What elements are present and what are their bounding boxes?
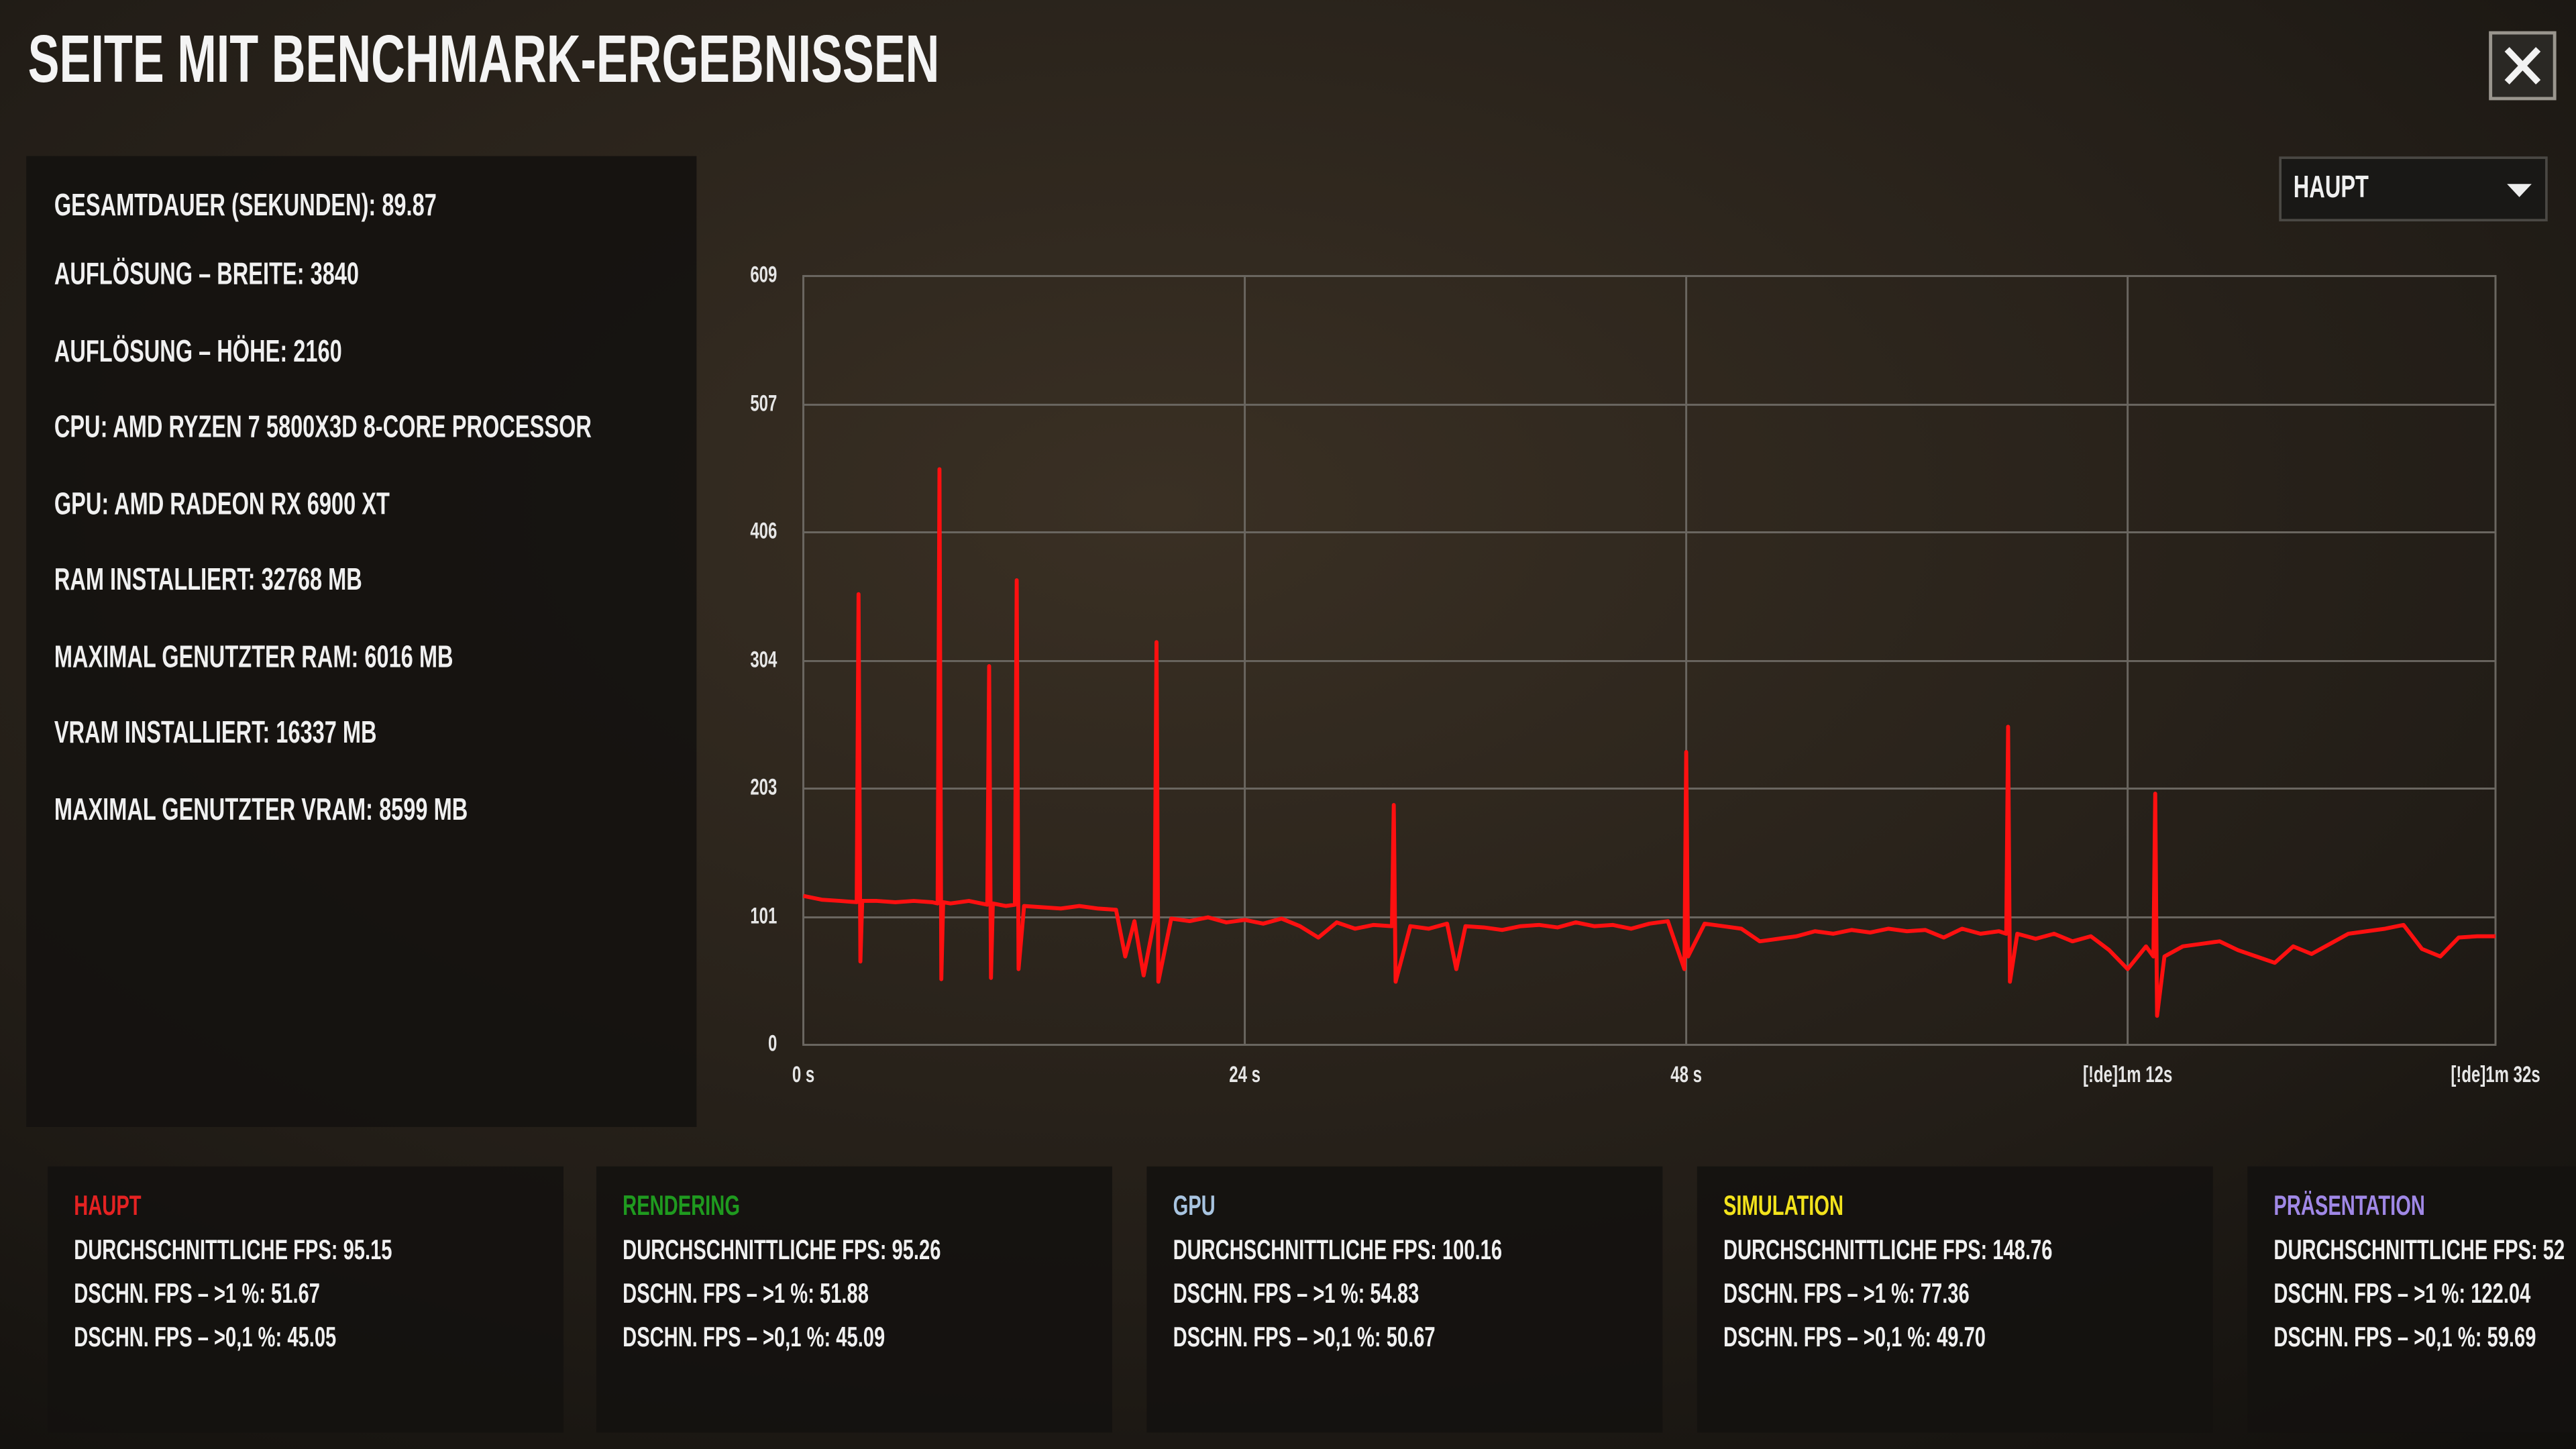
panel-line: DSCHN. FPS – >1 %: 54.83 bbox=[1173, 1277, 1419, 1309]
x-tick-label: 48 s bbox=[1670, 1062, 1702, 1087]
panel-title: GPU bbox=[1173, 1189, 1216, 1222]
panel-line: DSCHN. FPS – >0,1 %: 45.09 bbox=[623, 1321, 885, 1353]
info-line: VRAM INSTALLIERT: 16337 MB bbox=[54, 714, 377, 749]
panel-line: DSCHN. FPS – >0,1 %: 45.05 bbox=[74, 1321, 336, 1353]
page-title: SEITE MIT BENCHMARK-ERGEBNISSEN bbox=[28, 22, 940, 97]
stats-panel bbox=[1146, 1166, 1663, 1433]
dropdown-box[interactable] bbox=[2279, 156, 2548, 221]
stats-panel bbox=[2247, 1166, 2576, 1433]
panel-line: DURCHSCHNITTLICHE FPS: 95.15 bbox=[74, 1234, 392, 1266]
info-panel bbox=[26, 156, 697, 1127]
y-tick-label: 609 bbox=[750, 262, 777, 287]
y-tick-label: 406 bbox=[750, 518, 777, 543]
y-tick-label: 0 bbox=[768, 1030, 777, 1056]
y-tick-label: 203 bbox=[750, 774, 777, 800]
info-line: GPU: AMD RADEON RX 6900 XT bbox=[54, 486, 390, 521]
panel-line: DSCHN. FPS – >1 %: 77.36 bbox=[1723, 1277, 1970, 1309]
content: SEITE MIT BENCHMARK-ERGEBNISSEN GESAMTDAU… bbox=[28, 22, 2576, 1433]
info-line: RAM INSTALLIERT: 32768 MB bbox=[54, 562, 362, 597]
panel-line: DSCHN. FPS – >1 %: 51.88 bbox=[623, 1277, 869, 1309]
data-line bbox=[802, 467, 2496, 1018]
panel-line: DURCHSCHNITTLICHE FPS: 52 bbox=[2273, 1234, 2565, 1266]
panel-line: DSCHN. FPS – >1 %: 122.04 bbox=[2273, 1277, 2530, 1309]
y-tick-label: 101 bbox=[750, 903, 777, 928]
close-icon[interactable] bbox=[2504, 47, 2541, 85]
close-button[interactable] bbox=[2489, 31, 2557, 101]
panel-line: DSCHN. FPS – >0,1 %: 59.69 bbox=[2273, 1321, 2536, 1353]
stats-panel bbox=[1697, 1166, 2213, 1433]
info-line: MAXIMAL GENUTZTER VRAM: 8599 MB bbox=[54, 792, 468, 826]
panel-line: DSCHN. FPS – >0,1 %: 50.67 bbox=[1173, 1321, 1436, 1353]
dropdown-label[interactable]: HAUPT bbox=[2294, 169, 2369, 204]
panel-title: HAUPT bbox=[74, 1189, 141, 1222]
panel-line: DSCHN. FPS – >0,1 %: 49.70 bbox=[1723, 1321, 1986, 1353]
dropdown[interactable] bbox=[2279, 156, 2548, 221]
y-tick-label: 304 bbox=[750, 647, 777, 672]
stats-panel bbox=[596, 1166, 1112, 1433]
info-line: AUFLÖSUNG – HÖHE: 2160 bbox=[54, 333, 342, 368]
x-tick-label: 0 s bbox=[792, 1062, 814, 1087]
dropdown-arrow[interactable] bbox=[2507, 184, 2532, 197]
info-line: GESAMTDAUER (SEKUNDEN): 89.87 bbox=[54, 187, 437, 222]
panel-line: DURCHSCHNITTLICHE FPS: 95.26 bbox=[623, 1234, 941, 1266]
close-button-frame[interactable] bbox=[2489, 31, 2557, 101]
panel-title: SIMULATION bbox=[1723, 1189, 1843, 1222]
y-tick-label: 507 bbox=[750, 390, 777, 416]
x-tick-label: [!de]1m 12s bbox=[2083, 1062, 2172, 1087]
panel-line: DURCHSCHNITTLICHE FPS: 148.76 bbox=[1723, 1234, 2052, 1266]
panel-line: DSCHN. FPS – >1 %: 51.67 bbox=[74, 1277, 320, 1309]
info-line: MAXIMAL GENUTZTER RAM: 6016 MB bbox=[54, 639, 453, 674]
x-tick-label: [!de]1m 32s bbox=[2451, 1062, 2540, 1087]
panel-line: DURCHSCHNITTLICHE FPS: 100.16 bbox=[1173, 1234, 1502, 1266]
panel-title: PRÄSENTATION bbox=[2273, 1189, 2425, 1222]
stats-panel bbox=[48, 1166, 564, 1433]
info-line: AUFLÖSUNG – BREITE: 3840 bbox=[54, 256, 359, 291]
panel-title: RENDERING bbox=[623, 1189, 740, 1222]
info-line: CPU: AMD RYZEN 7 5800X3D 8-CORE PROCESSO… bbox=[54, 409, 592, 444]
x-tick-label: 24 s bbox=[1229, 1062, 1260, 1087]
plot-frame bbox=[802, 274, 2497, 1046]
